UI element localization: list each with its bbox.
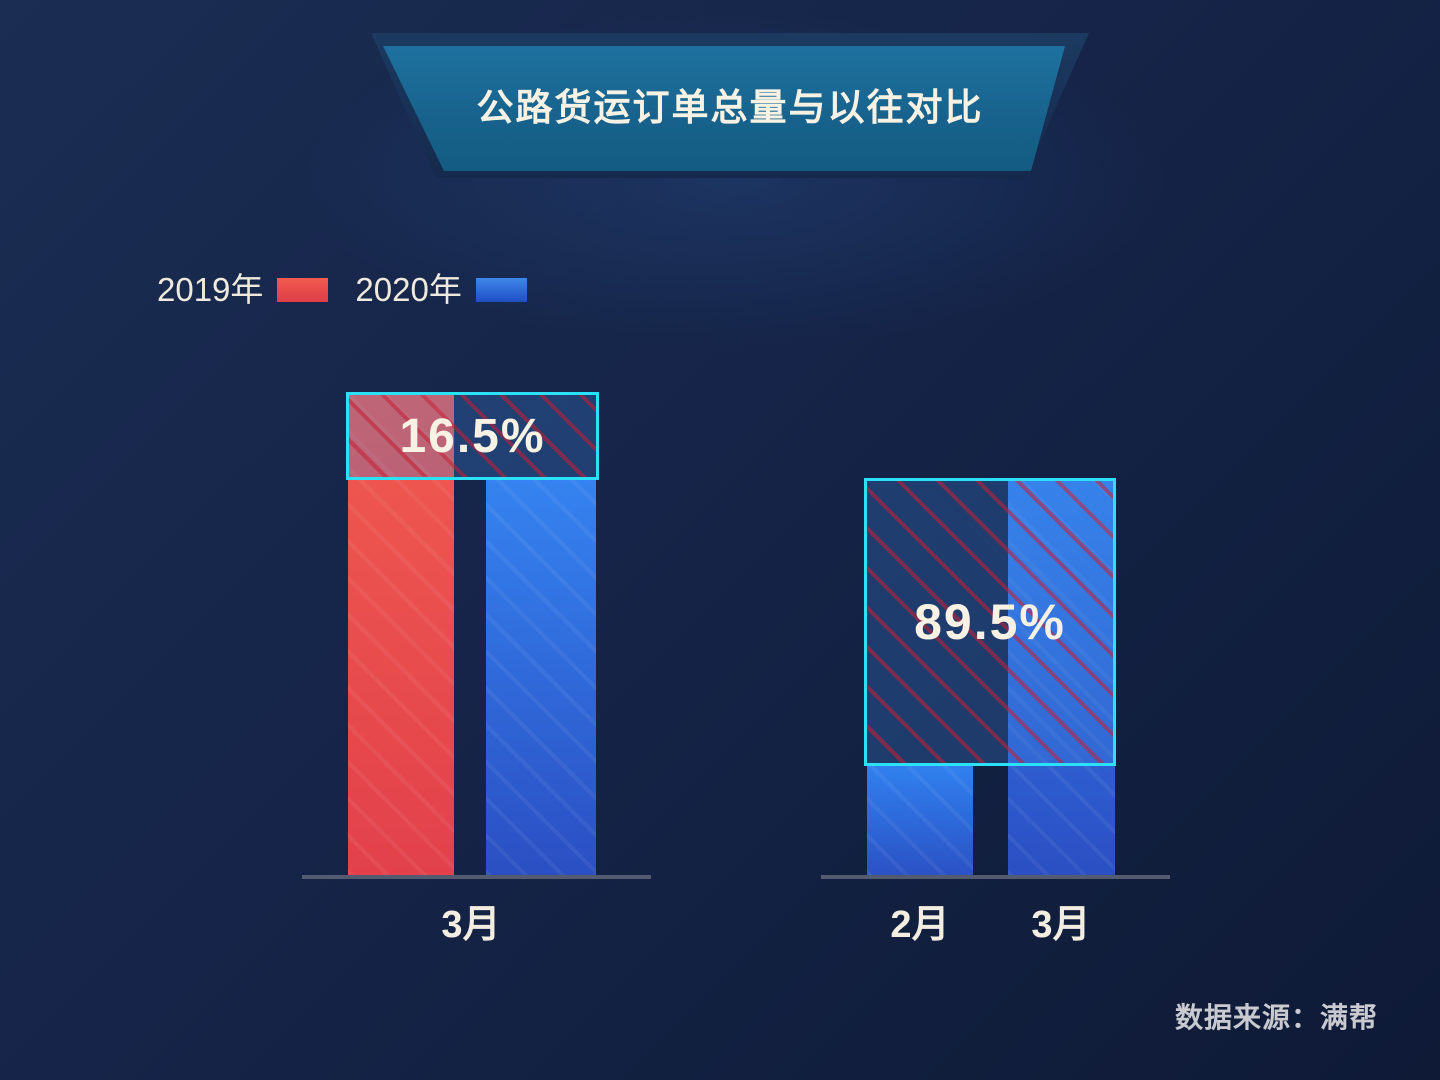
legend-swatch-2019: [277, 277, 329, 302]
difference-box-feb-march: 89.5%: [864, 478, 1116, 766]
bar-2020-february: [867, 766, 973, 875]
difference-value-march: 16.5%: [399, 409, 546, 463]
legend-label-2019: 2019年: [157, 271, 264, 308]
legend-swatch-2020: [475, 277, 527, 302]
title-banner: 公路货运订单总量与以往对比: [370, 33, 1090, 179]
x-axis-left-group: [302, 875, 651, 879]
bar-2020-march-left: [486, 479, 596, 875]
title-banner-plate: 公路货运订单总量与以往对比: [383, 46, 1065, 171]
axis-label-march-left: 3月: [441, 904, 501, 946]
legend: 2019年 2020年: [157, 273, 527, 306]
legend-label-2020: 2020年: [355, 271, 462, 308]
page-title: 公路货运订单总量与以往对比: [476, 87, 984, 128]
data-source-note: 数据来源：满帮: [1174, 1002, 1378, 1033]
axis-label-march-right: 3月: [1031, 904, 1091, 946]
axis-label-february: 2月: [890, 904, 950, 946]
difference-value-feb-march: 89.5%: [914, 594, 1066, 650]
difference-box-march: 16.5%: [346, 392, 599, 480]
x-axis-right-group: [821, 875, 1170, 879]
